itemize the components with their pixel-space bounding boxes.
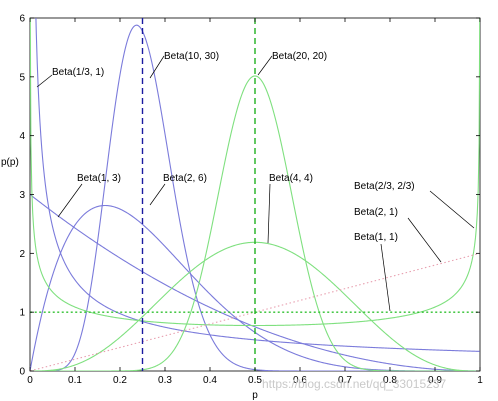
leader-line: [380, 243, 391, 312]
leader-line: [149, 183, 166, 206]
leader-line: [57, 183, 83, 218]
x-tick-label: 0.5: [248, 375, 262, 386]
x-tick-label: 0.9: [428, 375, 442, 386]
series-label: Beta(10, 30): [164, 51, 219, 62]
series-label: Beta(2, 6): [163, 173, 207, 184]
y-tick-label: 0: [19, 367, 25, 378]
x-tick-label: 0.1: [68, 375, 82, 386]
series-curves: [30, 18, 480, 371]
watermark: https://blog.csdn.net/qq_33015237: [262, 377, 446, 391]
x-tick-label: 0.8: [383, 375, 397, 386]
x-tick-label: 0.2: [113, 375, 127, 386]
series-label: Beta(2/3, 2/3): [354, 181, 415, 192]
x-tick-label: 0: [27, 375, 33, 386]
series-label: Beta(4, 4): [269, 173, 313, 184]
series-label: Beta(20, 20): [272, 51, 327, 62]
series-label: Beta(2, 1): [354, 207, 398, 218]
leader-line: [149, 55, 165, 79]
label-leaders: [36, 55, 475, 312]
series-line-4: [30, 75, 480, 371]
leader-line: [257, 55, 273, 76]
x-tick-label: 0.6: [293, 375, 307, 386]
reference-lines: [141, 18, 256, 371]
y-tick-label: 2: [19, 249, 25, 260]
series-line-2: [30, 194, 480, 371]
x-tick-label: 0.4: [203, 375, 217, 386]
y-tick-label: 1: [19, 308, 25, 319]
series-labels: Beta(1/3, 1) Beta(10, 30) Beta(1, 3) Beta(2…: [52, 51, 415, 243]
x-tick-label: 1: [477, 375, 483, 386]
leader-line: [429, 190, 475, 229]
y-tick-label: 5: [19, 72, 25, 83]
x-tick-label: 0.3: [158, 375, 172, 386]
series-label: Beta(1, 1): [354, 232, 398, 243]
series-label: Beta(1/3, 1): [52, 67, 104, 78]
x-tick-label: 0.7: [338, 375, 352, 386]
y-tick-label: 3: [19, 190, 25, 201]
leader-line: [267, 183, 271, 244]
y-axis-label: p(p): [1, 157, 19, 168]
series-label: Beta(1, 3): [77, 173, 121, 184]
leader-line: [36, 74, 53, 88]
y-tick-label: 6: [19, 14, 25, 25]
leader-line: [407, 217, 442, 263]
y-tick-label: 4: [19, 131, 25, 142]
series-line-6: [30, 18, 480, 327]
x-axis-label: p: [252, 390, 258, 401]
axis-ticks: 0 0.1 0.2 0.3 0.4 0.5 0.6 0.7 0.8 0.9 1 0 1 2 3 4 5 6: [19, 14, 483, 387]
